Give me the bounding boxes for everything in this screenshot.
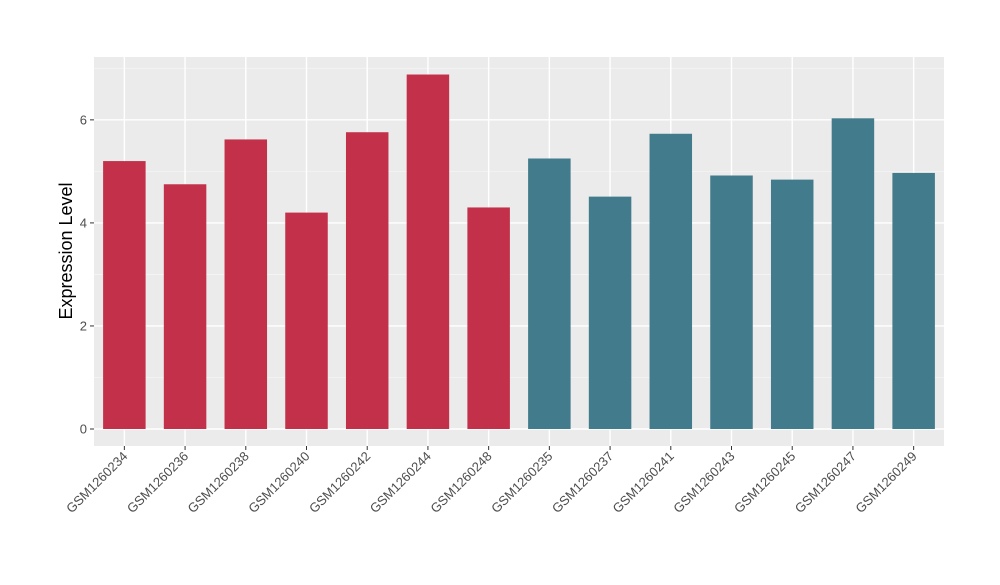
bar-gsm1260238 [224,139,268,429]
y-axis-title: Expression Level [56,182,76,319]
x-tick-label: GSM1260241 [610,449,677,516]
bar-gsm1260247 [831,118,875,429]
bar-gsm1260244 [406,74,450,429]
bar-gsm1260248 [467,207,510,429]
x-tick-label: GSM1260249 [852,449,919,516]
y-axis: 0 2 4 6 [80,112,94,436]
x-tick-label: GSM1260242 [306,449,373,516]
bar-gsm1260237 [588,196,632,429]
x-tick-label: GSM1260247 [792,449,859,516]
x-tick-label: GSM1260238 [185,449,252,516]
y-tick-label: 4 [80,215,87,230]
bar-gsm1260243 [710,175,753,429]
y-tick-label: 0 [80,421,87,436]
x-tick-label: GSM1260234 [63,449,130,516]
panel-background [94,57,944,446]
bar-gsm1260234 [103,161,146,429]
y-tick-label: 2 [80,318,87,333]
bar-gsm1260236 [163,184,207,429]
x-tick-label: GSM1260240 [245,449,312,516]
bars-layer [103,74,935,429]
bar-gsm1260241 [649,133,693,429]
x-tick-label: GSM1260248 [427,449,494,516]
bar-gsm1260242 [345,132,389,429]
bar-gsm1260235 [528,158,571,429]
bar-gsm1260249 [892,172,935,429]
bar-gsm1260240 [285,212,328,429]
x-axis: GSM1260234GSM1260236GSM1260238GSM1260240… [63,446,920,516]
x-tick-label: GSM1260245 [731,449,798,516]
y-tick-label: 6 [80,112,87,127]
bar-gsm1260245 [770,179,814,429]
x-tick-label: GSM1260244 [367,449,434,516]
x-tick-label: GSM1260235 [488,449,555,516]
x-tick-label: GSM1260243 [670,449,737,516]
x-tick-label: GSM1260236 [124,449,191,516]
x-tick-label: GSM1260237 [549,449,616,516]
